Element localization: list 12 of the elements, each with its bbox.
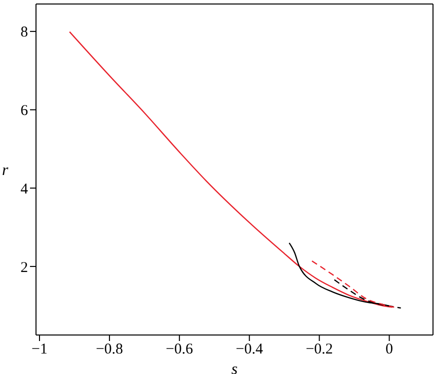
x-tick-label: −0.6 — [166, 342, 194, 358]
x-tick-label: −0.4 — [236, 342, 264, 358]
x-axis-title: s — [231, 361, 238, 374]
y-tick-label: 4 — [20, 181, 28, 198]
y-axis-title: r — [2, 162, 9, 180]
x-tick-label: −1 — [32, 342, 48, 358]
y-tick-label: 6 — [20, 103, 28, 120]
x-tick-label: −0.8 — [96, 342, 124, 358]
x-tick-label: 0 — [386, 342, 394, 358]
y-tick-label: 8 — [20, 24, 28, 41]
y-tick-label: 2 — [20, 260, 28, 276]
x-tick-label: −0.2 — [306, 342, 333, 358]
